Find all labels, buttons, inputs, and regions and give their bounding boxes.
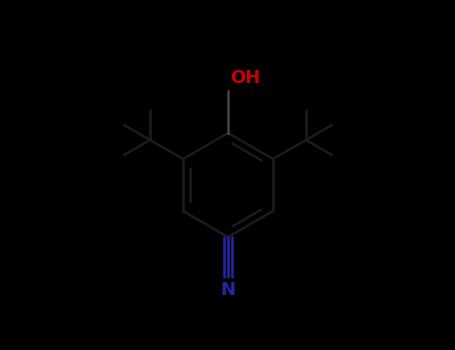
Text: N: N xyxy=(221,281,236,299)
Text: OH: OH xyxy=(230,69,260,87)
